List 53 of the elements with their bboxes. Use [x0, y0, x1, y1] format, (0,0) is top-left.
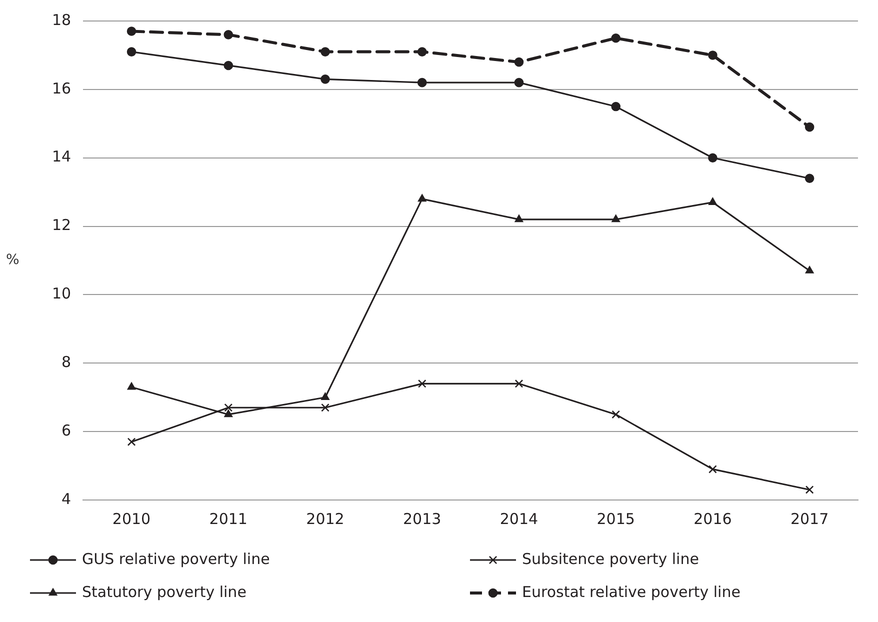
y-tick-label: 6 [62, 421, 72, 440]
y-tick-label: 14 [52, 148, 72, 166]
x-tick-label: 2015 [596, 510, 635, 528]
point [126, 47, 136, 56]
legend-label: Subsitence poverty line [522, 550, 699, 568]
y-tick-label: 16 [52, 79, 72, 98]
point [417, 78, 427, 88]
point [514, 57, 524, 67]
point [127, 438, 136, 446]
point [514, 379, 524, 388]
point [224, 410, 232, 418]
point [804, 122, 814, 132]
point [418, 194, 426, 202]
point [611, 33, 620, 43]
point [612, 410, 620, 419]
point [126, 26, 136, 36]
y-tick-label: 10 [52, 284, 72, 303]
point [127, 382, 136, 390]
y-axis-title: % [6, 252, 20, 268]
point [708, 465, 717, 474]
y-tick-label: 8 [62, 353, 72, 372]
legend-label: Statutory poverty line [82, 582, 246, 601]
point [321, 403, 330, 412]
point [224, 403, 233, 412]
x-tick-label: 2012 [306, 510, 344, 528]
point [514, 214, 524, 222]
legend-label: Eurostat relative poverty line [522, 582, 740, 601]
point [224, 60, 234, 70]
legend-label: GUS relative poverty line [82, 550, 270, 568]
x-tick-label: 2010 [112, 510, 151, 528]
point [805, 266, 814, 274]
point [418, 379, 426, 388]
x-tick-label: 2014 [500, 510, 538, 528]
point [514, 78, 524, 88]
point [708, 153, 718, 163]
point [708, 50, 718, 60]
x-tick-label: 2017 [790, 510, 829, 528]
y-tick-label: 4 [62, 490, 72, 508]
x-tick-label: 2016 [694, 510, 732, 528]
point [417, 47, 427, 56]
point [320, 47, 330, 56]
y-tick-label: 18 [52, 10, 72, 29]
y-tick-label: 12 [52, 216, 72, 234]
point [321, 392, 330, 400]
point [805, 486, 814, 494]
x-tick-label: 2011 [209, 510, 248, 528]
point [612, 214, 620, 222]
point [320, 74, 330, 84]
point [708, 198, 717, 205]
point [804, 174, 814, 184]
point [611, 102, 620, 112]
point [224, 30, 234, 40]
x-tick-label: 2013 [403, 510, 442, 528]
